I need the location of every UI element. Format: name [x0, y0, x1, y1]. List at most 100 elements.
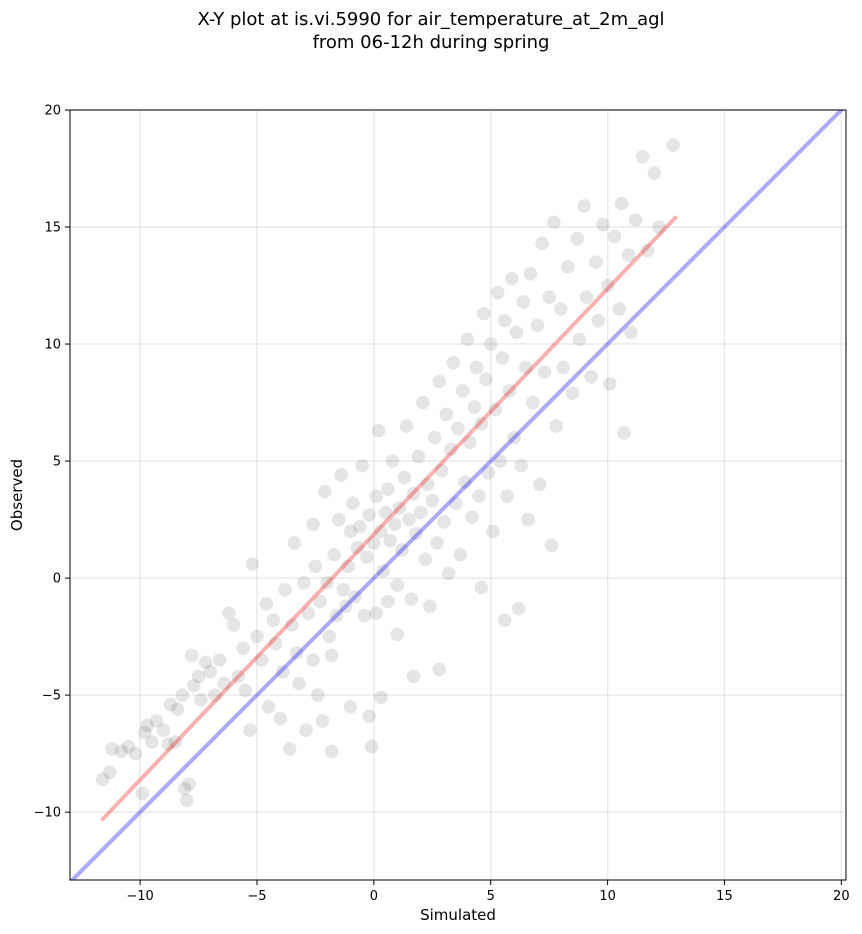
scatter-point — [306, 517, 320, 532]
scatter-point — [409, 526, 423, 541]
scatter-point — [537, 365, 552, 379]
scatter-point — [348, 590, 362, 604]
scatter-point — [346, 496, 360, 510]
x-tick-label: −10 — [126, 889, 153, 904]
scatter-point — [322, 629, 337, 644]
scatter-point — [621, 248, 636, 262]
scatter-point — [635, 150, 650, 164]
scatter-point — [432, 662, 447, 677]
scatter-point — [250, 629, 264, 644]
scatter-point — [488, 402, 503, 417]
scatter-point — [135, 786, 150, 801]
scatter-point — [390, 578, 405, 592]
scatter-point — [481, 465, 496, 480]
scatter-point — [180, 793, 194, 808]
scatter-point — [544, 538, 559, 553]
scatter-point — [341, 559, 355, 574]
scatter-point — [495, 351, 510, 365]
scatter-point — [465, 510, 479, 525]
scatter-point — [486, 524, 500, 539]
scatter-point — [194, 692, 208, 707]
scatter-point — [243, 723, 257, 738]
scatter-point — [374, 524, 388, 539]
identity-line — [70, 110, 845, 880]
scatter-point — [95, 772, 110, 787]
scatter-point — [296, 575, 311, 590]
scatter-point — [493, 454, 507, 468]
scatter-point — [607, 229, 622, 244]
scatter-point — [208, 688, 222, 702]
scatter-point — [614, 196, 629, 211]
reference-lines — [70, 110, 845, 880]
scatter-point — [336, 582, 351, 597]
scatter-point — [535, 236, 549, 251]
scatter-point — [238, 683, 253, 698]
scatter-point — [383, 533, 398, 548]
scatter-point — [467, 400, 482, 415]
scatter-point — [497, 613, 512, 628]
scatter-point — [187, 678, 201, 693]
scatter-point — [577, 199, 592, 213]
scatter-point — [666, 138, 680, 152]
scatter-point — [273, 711, 288, 726]
scatter-point — [289, 646, 304, 660]
scatter-point — [182, 777, 197, 791]
scatter-point — [439, 407, 454, 422]
x-tick-label: 0 — [370, 889, 378, 904]
scatter-point — [350, 540, 365, 555]
scatter-point — [416, 395, 430, 410]
scatter-point — [652, 220, 666, 234]
scatter-point — [430, 536, 444, 550]
scatter-point — [313, 594, 327, 609]
scatter-point — [399, 419, 414, 433]
scatter-point — [600, 278, 615, 293]
x-tick-label: 10 — [599, 889, 616, 904]
scatter-point — [105, 742, 119, 756]
scatter-point — [556, 360, 570, 375]
scatter-point — [497, 313, 512, 328]
scatter-point — [411, 449, 426, 464]
scatter-point — [371, 423, 386, 438]
scatter-point — [500, 489, 514, 503]
scatter-point — [507, 430, 521, 445]
chart-title: X-Y plot at is.vi.5990 for air_temperatu… — [0, 8, 862, 54]
scatter-point — [275, 664, 290, 679]
scatter-point — [516, 295, 531, 309]
scatter-point — [530, 318, 545, 333]
y-axis-label: Observed — [8, 459, 26, 531]
scatter-point — [462, 435, 477, 450]
scatter-point — [231, 669, 246, 684]
scatter-point — [404, 592, 419, 606]
scatter-point — [357, 608, 372, 623]
scatter-point — [114, 744, 129, 759]
scatter-point — [217, 676, 232, 691]
x-tick-label: 20 — [833, 889, 850, 904]
scatter-point — [128, 746, 143, 761]
scatter-point — [542, 290, 556, 305]
scatter-point — [432, 374, 447, 389]
scatter-point — [327, 547, 341, 562]
scatter-point — [589, 255, 603, 269]
scatter-point — [212, 653, 227, 667]
scatter-point — [518, 360, 533, 375]
scatter-point — [287, 536, 302, 550]
fit-line — [100, 215, 678, 822]
y-tick-label: −10 — [34, 806, 61, 821]
scatter-point — [525, 395, 540, 410]
scatter-point — [472, 489, 486, 503]
scatter-point — [177, 781, 192, 796]
scatter-point — [329, 608, 344, 623]
scatter-point — [156, 723, 171, 738]
scatter-point — [511, 601, 526, 616]
y-tick-label: 10 — [44, 338, 61, 353]
scatter-point — [367, 536, 381, 550]
scatter-point — [502, 384, 517, 398]
scatter-point — [163, 697, 178, 712]
scatter-point — [392, 501, 407, 515]
scatter-point — [226, 618, 241, 632]
scatter-point — [385, 454, 400, 468]
scatter-point — [161, 737, 175, 752]
scatter-point — [362, 709, 376, 723]
scatter-point — [191, 669, 206, 684]
